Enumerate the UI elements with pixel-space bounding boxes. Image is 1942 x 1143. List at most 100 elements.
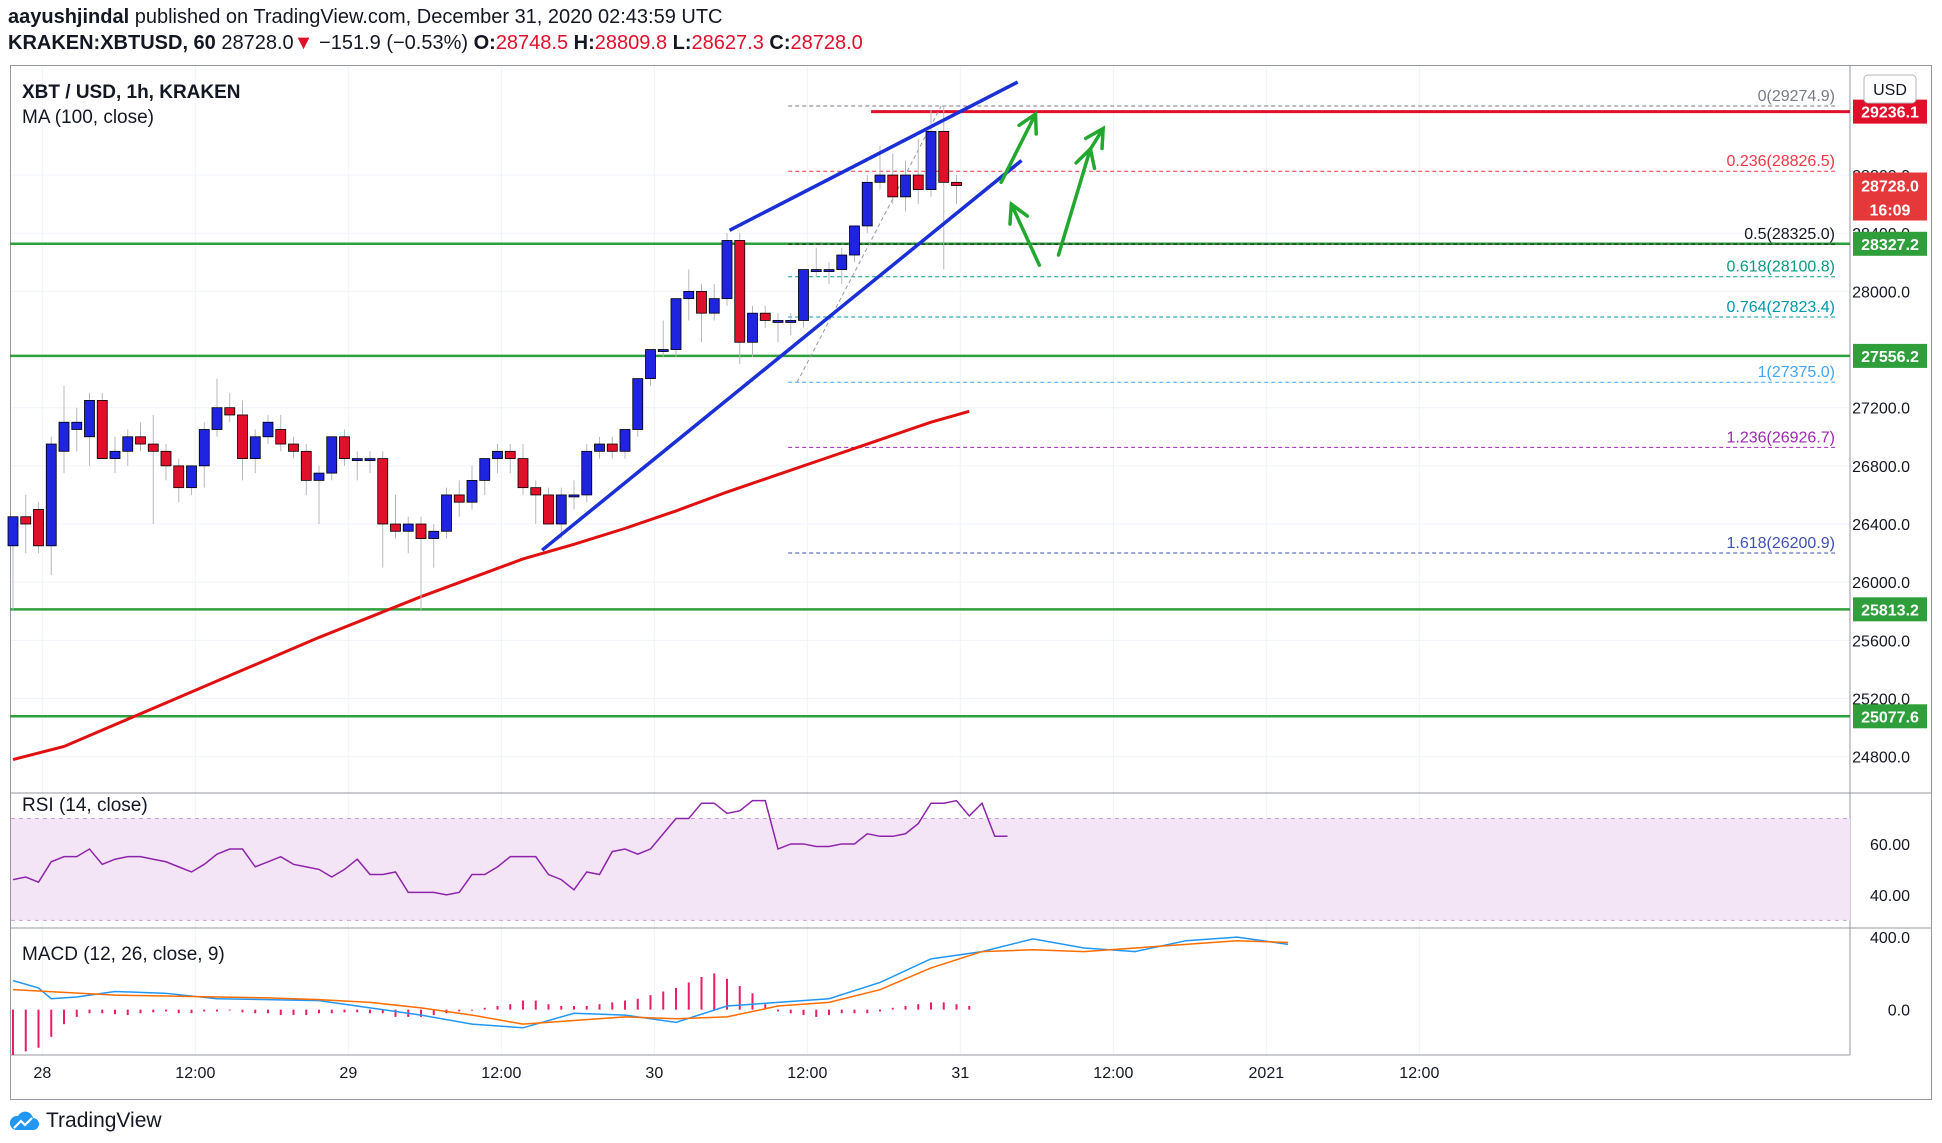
support-price-tag bbox=[1853, 597, 1927, 622]
trendline bbox=[541, 159, 1023, 552]
bullish-candle bbox=[58, 421, 70, 452]
high-label: H: bbox=[573, 32, 595, 54]
bullish-candle bbox=[492, 450, 503, 459]
close-value: 28728.0 bbox=[790, 32, 863, 54]
time-tick-label: 12:00 bbox=[1399, 1065, 1439, 1082]
price-tick-label: 27200.0 bbox=[1852, 401, 1910, 418]
macd-tick-label: 400.0 bbox=[1870, 930, 1910, 947]
bearish-candle bbox=[415, 523, 427, 539]
fibonacci-retracement[interactable]: 0(29274.9) 0.236(28826.5) 0.5(28325.0) 0.61… bbox=[788, 88, 1835, 554]
ma-legend[interactable]: MA (100, close) bbox=[22, 107, 154, 128]
drawings[interactable] bbox=[541, 80, 1106, 552]
bearish-candle bbox=[504, 450, 516, 459]
arrow-annotation bbox=[1056, 145, 1097, 257]
macd-signal-line bbox=[12, 939, 1289, 1025]
bearish-candle bbox=[517, 458, 529, 489]
publish-info: aayushjindal published on TradingView.co… bbox=[8, 6, 722, 29]
bearish-candle bbox=[147, 443, 159, 452]
bearish-candle bbox=[160, 450, 172, 467]
bearish-candle bbox=[96, 400, 108, 459]
rsi-legend[interactable]: RSI (14, close) bbox=[22, 795, 148, 816]
resistance-price-tag bbox=[1853, 99, 1927, 124]
bearish-candle bbox=[912, 174, 924, 190]
fib-level-label: 1.236(26926.7) bbox=[1726, 429, 1835, 446]
close-label: C: bbox=[769, 32, 791, 54]
support-price-label: 25813.2 bbox=[1861, 602, 1919, 619]
ma100-line bbox=[12, 409, 970, 762]
chart-frame bbox=[10, 65, 1932, 1100]
bullish-candle bbox=[555, 494, 567, 525]
bullish-candle bbox=[364, 458, 376, 461]
bullish-candle bbox=[670, 298, 682, 350]
bullish-candle bbox=[619, 429, 631, 452]
author-name[interactable]: aayushjindal bbox=[8, 6, 130, 28]
bullish-candle bbox=[810, 269, 822, 272]
open-value: 28748.5 bbox=[495, 32, 569, 54]
current-price-label: 28728.0 bbox=[1861, 179, 1919, 196]
bearish-candle bbox=[377, 458, 389, 525]
arrow-annotation bbox=[999, 110, 1038, 185]
horizontal-levels bbox=[10, 110, 1850, 718]
time-axis[interactable]: 28 12:00 29 12:00 30 12:00 31 12:00 2021 12:00 bbox=[33, 1065, 1439, 1082]
bearish-candle bbox=[951, 181, 962, 186]
fib-level-label: 1.618(26200.9) bbox=[1726, 535, 1835, 552]
bullish-candle bbox=[262, 421, 274, 438]
last-price: 28728.0 bbox=[221, 32, 294, 54]
bullish-candle bbox=[721, 240, 733, 300]
bearish-candle bbox=[543, 494, 554, 525]
bearish-candle bbox=[33, 509, 44, 547]
support-price-label: 27556.2 bbox=[1861, 349, 1919, 366]
price-axis[interactable]: 28800.028400.028000.027200.026800.026400… bbox=[1852, 99, 1927, 1020]
resistance-price-label: 29236.1 bbox=[1861, 105, 1919, 122]
bullish-candle bbox=[211, 407, 223, 430]
rsi-tick-label: 60.00 bbox=[1870, 837, 1910, 854]
time-tick-label: 28 bbox=[33, 1065, 51, 1082]
bullish-candle bbox=[402, 523, 414, 532]
support-price-tag bbox=[1853, 343, 1927, 368]
price-chart[interactable]: 0(29274.9) 0.236(28826.5) 0.5(28325.0) 0.61… bbox=[0, 0, 1942, 1100]
time-tick-label: 29 bbox=[339, 1065, 357, 1082]
bullish-candle bbox=[186, 465, 197, 489]
bullish-candle bbox=[109, 450, 121, 459]
price-tick-label: 26000.0 bbox=[1852, 575, 1910, 592]
bearish-candle bbox=[530, 487, 542, 496]
ohlc-line: KRAKEN:XBTUSD, 60 28728.0▼ −151.9 (−0.53… bbox=[8, 32, 863, 55]
bearish-candle bbox=[938, 131, 950, 183]
down-arrow-icon: ▼ bbox=[293, 32, 314, 54]
arrow-annotation bbox=[1083, 125, 1106, 155]
tradingview-brand[interactable]: TradingView bbox=[46, 1109, 162, 1132]
fib-level-label: 0(29274.9) bbox=[1758, 88, 1835, 105]
time-tick-label: 12:00 bbox=[175, 1065, 215, 1082]
bearish-candle bbox=[759, 312, 771, 321]
currency-button[interactable]: USD bbox=[1863, 74, 1917, 104]
footer: TradingView bbox=[8, 1103, 162, 1139]
bullish-candle bbox=[594, 443, 605, 452]
bullish-candle bbox=[71, 421, 83, 430]
published-text: published on TradingView.com, December 3… bbox=[134, 6, 723, 28]
rsi-line bbox=[12, 799, 1008, 896]
bullish-candle bbox=[772, 320, 784, 323]
price-tick-label: 26400.0 bbox=[1852, 517, 1910, 534]
bearish-candle bbox=[275, 429, 287, 445]
macd-tick-label: 0.0 bbox=[1888, 1003, 1910, 1020]
macd-legend[interactable]: MACD (12, 26, close, 9) bbox=[22, 944, 225, 965]
high-value: 28809.8 bbox=[594, 32, 668, 54]
bullish-candle bbox=[428, 530, 440, 539]
symbol-label: KRAKEN:XBTUSD, 60 bbox=[8, 32, 216, 54]
price-tick-label: 24800.0 bbox=[1852, 750, 1910, 767]
bullish-candle bbox=[441, 494, 452, 532]
time-tick-label: 2021 bbox=[1249, 1065, 1285, 1082]
support-price-tag bbox=[1853, 231, 1927, 256]
candlesticks[interactable] bbox=[7, 105, 962, 612]
bullish-candle bbox=[823, 269, 835, 272]
bullish-candle bbox=[581, 450, 593, 496]
bearish-candle bbox=[173, 465, 185, 489]
currency-label: USD bbox=[1873, 82, 1907, 99]
rsi-pane[interactable] bbox=[12, 799, 1008, 896]
macd-pane[interactable] bbox=[12, 936, 1289, 1055]
fib-level-label: 0.764(27823.4) bbox=[1726, 299, 1835, 316]
bearish-candle bbox=[237, 414, 248, 459]
bullish-candle bbox=[798, 269, 809, 321]
bullish-candle bbox=[198, 429, 210, 467]
bullish-candle bbox=[900, 174, 911, 198]
